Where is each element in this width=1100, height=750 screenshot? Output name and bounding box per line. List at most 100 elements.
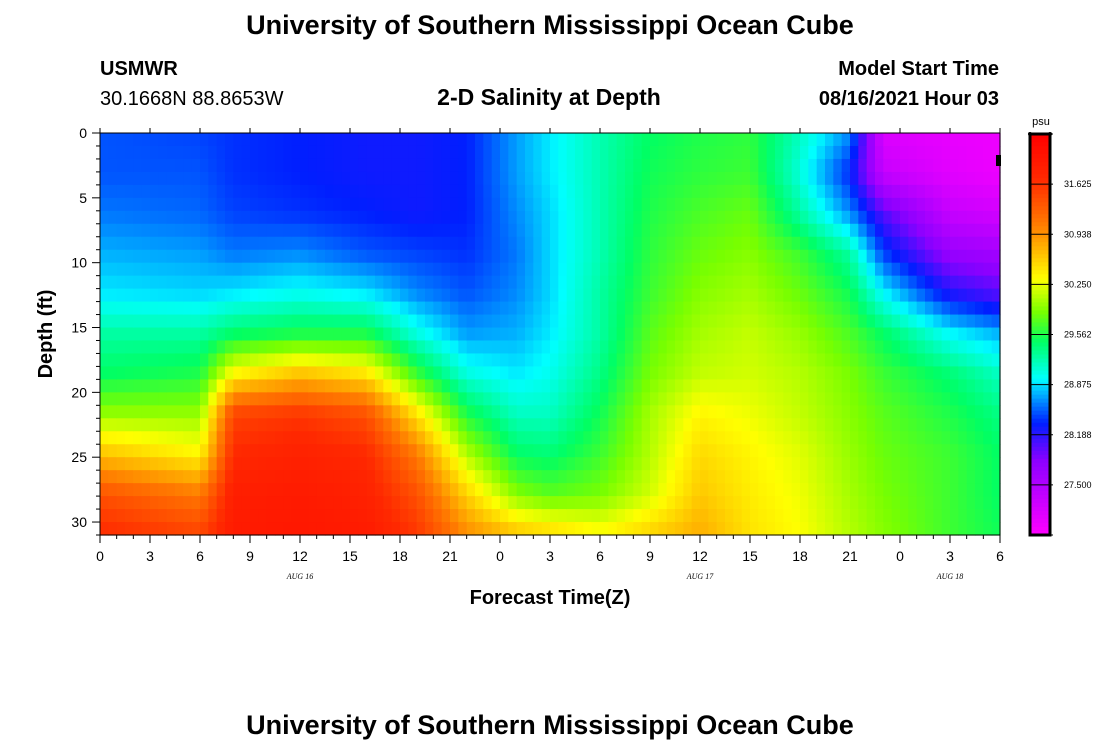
heat-cell [600, 197, 609, 212]
heat-cell [891, 418, 901, 432]
heat-cell [200, 444, 209, 458]
heat-cell [291, 288, 301, 303]
heat-cell [675, 249, 684, 264]
heat-cell [916, 314, 926, 329]
heat-cell [866, 197, 876, 212]
heat-cell [983, 418, 993, 432]
heat-cell [450, 470, 459, 484]
heat-cell [533, 340, 543, 355]
heat-cell [550, 262, 559, 277]
heat-cell [675, 522, 684, 536]
heat-cell [983, 288, 993, 303]
heat-cell [575, 236, 584, 251]
heat-cell [491, 236, 501, 251]
heat-cell [225, 223, 234, 238]
heat-cell [458, 509, 468, 523]
heat-cell [575, 522, 584, 536]
heat-cell [341, 288, 351, 303]
heat-cell [700, 301, 709, 316]
heat-cell [358, 145, 368, 160]
heat-cell [283, 392, 293, 406]
heat-cell [825, 327, 834, 342]
heat-cell [983, 327, 993, 342]
heat-cell [866, 483, 876, 497]
heat-cell [250, 509, 259, 523]
heat-cell [616, 210, 626, 225]
heat-cell [466, 301, 476, 316]
heat-cell [658, 223, 668, 238]
colorbar-label: 29.562 [1064, 330, 1092, 340]
heat-cell [725, 509, 734, 523]
heat-cell [883, 340, 893, 355]
heat-cell [316, 171, 326, 186]
heat-cell [966, 301, 976, 316]
heat-cell [958, 457, 968, 471]
heat-cell [375, 288, 384, 303]
heat-cell [416, 197, 426, 212]
heat-cell [400, 197, 409, 212]
heat-cell [208, 392, 218, 406]
heat-cell [633, 197, 643, 212]
heat-cell [533, 379, 543, 393]
heat-cell [783, 457, 793, 471]
colorbar-band [1030, 166, 1050, 171]
heat-cell [541, 223, 551, 238]
heat-cell [833, 327, 843, 342]
heat-cell [233, 379, 243, 393]
heat-cell [408, 133, 418, 147]
heat-cell [258, 145, 268, 160]
heat-cell [650, 158, 659, 173]
heat-cell [350, 418, 359, 432]
heat-cell [408, 353, 418, 368]
heat-cell [533, 470, 543, 484]
heat-cell [375, 184, 384, 199]
heat-cell [408, 275, 418, 290]
heat-cell [466, 522, 476, 536]
heat-cell [791, 210, 801, 225]
heat-cell [808, 236, 818, 251]
heat-cell [975, 483, 984, 497]
heat-cell [633, 288, 643, 303]
heat-cell [883, 223, 893, 238]
heat-cell [783, 210, 793, 225]
heat-cell [691, 262, 701, 277]
heat-cell [200, 392, 209, 406]
heat-cell [666, 418, 676, 432]
heat-cell [566, 184, 576, 199]
heat-cell [791, 457, 801, 471]
heat-cell [391, 457, 401, 471]
heat-cell [308, 496, 318, 510]
heat-cell [750, 522, 759, 536]
heat-cell [108, 236, 118, 251]
heat-cell [241, 457, 251, 471]
heat-cell [483, 184, 493, 199]
colorbar-band [1030, 510, 1050, 516]
station-name: USMWR [100, 58, 178, 80]
heat-cell [183, 483, 193, 497]
heat-cell [158, 379, 168, 393]
colorbar-band [1030, 442, 1050, 448]
x-tick-label: 0 [96, 548, 104, 564]
heat-cell [833, 171, 843, 186]
heat-cell [433, 483, 443, 497]
heat-cell [633, 444, 643, 458]
heat-cell [508, 509, 518, 523]
heat-cell [825, 366, 834, 380]
heat-cell [850, 249, 859, 264]
heat-cell [316, 314, 326, 329]
heat-cell [450, 133, 459, 147]
heat-cell [866, 171, 876, 186]
heat-cell [508, 301, 518, 316]
heat-cell [408, 522, 418, 536]
heat-cell [458, 288, 468, 303]
heat-cell [308, 262, 318, 277]
heat-cell [108, 418, 118, 432]
heat-cell [266, 158, 276, 173]
heat-cell [758, 288, 768, 303]
heat-cell [116, 405, 126, 419]
heat-cell [816, 470, 826, 484]
heat-cell [900, 184, 909, 199]
heat-cell [650, 210, 659, 225]
heat-cell [141, 379, 151, 393]
